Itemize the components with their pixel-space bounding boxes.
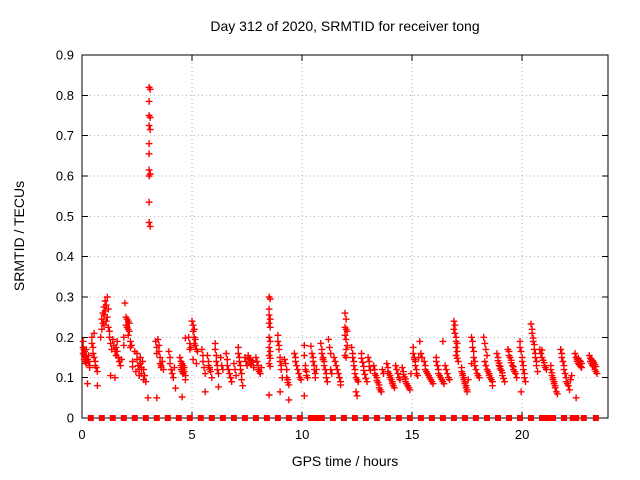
baseline-square	[230, 415, 237, 421]
baseline-square	[351, 415, 358, 421]
y-tick-label: 0.2	[56, 330, 74, 345]
baseline-square	[506, 415, 512, 421]
baseline-square	[98, 415, 105, 421]
baseline-square	[417, 415, 424, 421]
baseline-square	[517, 415, 523, 421]
y-tick-label: 0.1	[56, 370, 74, 385]
baseline-square	[561, 415, 567, 421]
chart-title: Day 312 of 2020, SRMTID for receiver ton…	[210, 18, 479, 34]
baseline-square	[307, 415, 314, 421]
baseline-square	[384, 415, 391, 421]
baseline-square	[318, 415, 325, 421]
baseline-square	[164, 415, 171, 421]
baseline-square	[340, 415, 347, 421]
baseline-square	[439, 415, 446, 421]
baseline-square	[495, 415, 501, 421]
y-tick-label: 0	[67, 411, 74, 426]
y-tick-label: 0.9	[56, 48, 74, 63]
y-tick-label: 0.8	[56, 88, 74, 103]
y-tick-label: 0.5	[56, 209, 74, 224]
x-tick-label: 15	[405, 427, 419, 442]
y-axis-label: SRMTID / TECUs	[11, 181, 27, 291]
y-tick-label: 0.7	[56, 128, 74, 143]
x-tick-label: 10	[295, 427, 309, 442]
y-tick-label: 0.6	[56, 169, 74, 184]
x-tick-labels: 0 5 10 15 20	[78, 427, 529, 442]
grid-lines	[82, 55, 608, 418]
x-tick-label: 20	[515, 427, 529, 442]
baseline-square	[450, 415, 457, 421]
baseline-square	[484, 415, 490, 421]
baseline-square	[175, 415, 182, 421]
baseline-square	[109, 415, 116, 421]
baseline-square	[428, 415, 435, 421]
baseline-square	[472, 415, 479, 421]
baseline-square	[208, 415, 215, 421]
baseline-square	[406, 415, 413, 421]
baseline-square	[592, 415, 599, 421]
x-tick-label: 0	[78, 427, 85, 442]
baseline-square	[329, 415, 336, 421]
baseline-square	[395, 415, 402, 421]
scatter-points	[79, 83, 601, 404]
baseline-square	[296, 415, 303, 421]
baseline-square	[569, 415, 576, 421]
baseline-square	[544, 415, 551, 421]
baseline-square	[252, 415, 259, 421]
baseline-square	[263, 415, 270, 421]
baseline-square	[461, 415, 468, 421]
baseline-square	[131, 415, 138, 421]
y-tick-labels: 0 0.1 0.2 0.3 0.4 0.5 0.6 0.7 0.8 0.9	[56, 48, 74, 426]
baseline-square	[573, 415, 580, 421]
x-axis-label: GPS time / hours	[292, 453, 399, 469]
baseline-square	[550, 415, 556, 421]
x-tick-label: 5	[188, 427, 195, 442]
baseline-square	[580, 415, 587, 421]
baseline-square	[186, 415, 193, 421]
baseline-square	[373, 415, 380, 421]
baseline-square	[313, 415, 320, 421]
baseline-square	[241, 415, 248, 421]
baseline-square	[219, 415, 226, 421]
baseline-square	[362, 415, 369, 421]
y-tick-label: 0.4	[56, 249, 74, 264]
baseline-square	[87, 415, 94, 421]
baseline-square	[528, 415, 534, 421]
y-tick-label: 0.3	[56, 290, 74, 305]
baseline-square	[285, 415, 292, 421]
baseline-square	[274, 415, 281, 421]
baseline-square	[142, 415, 149, 421]
baseline-square	[197, 415, 204, 421]
baseline-square	[120, 415, 127, 421]
baseline-square	[153, 415, 160, 421]
baseline-square-points	[87, 415, 599, 421]
baseline-square	[539, 415, 545, 421]
